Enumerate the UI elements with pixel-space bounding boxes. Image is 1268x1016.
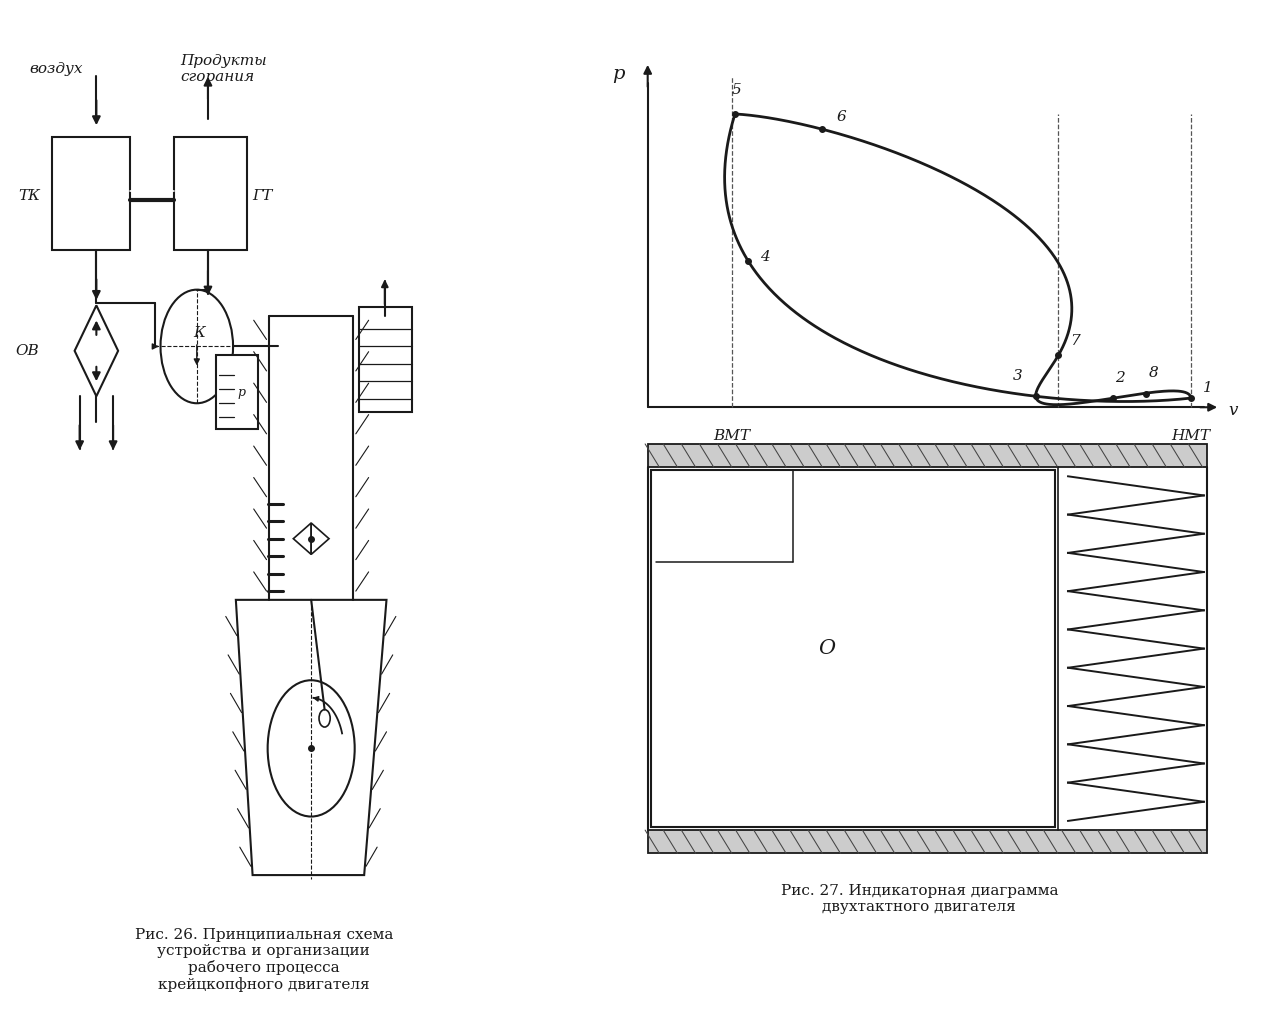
Polygon shape bbox=[293, 523, 311, 555]
Bar bbox=[648, 830, 1207, 853]
Text: 2: 2 bbox=[1115, 371, 1125, 385]
Bar bbox=[217, 356, 259, 430]
Bar bbox=[648, 444, 1207, 467]
Text: воздух: воздух bbox=[29, 62, 82, 76]
Text: ВМТ: ВМТ bbox=[714, 429, 751, 443]
Bar bbox=[359, 307, 412, 412]
Text: 1: 1 bbox=[1202, 381, 1212, 395]
Bar bbox=[650, 470, 1055, 827]
Text: Продукты
сгорания: Продукты сгорания bbox=[180, 54, 266, 84]
Polygon shape bbox=[236, 599, 387, 875]
Text: 3: 3 bbox=[1013, 369, 1023, 383]
Circle shape bbox=[320, 709, 330, 727]
Polygon shape bbox=[75, 306, 118, 396]
Text: 5: 5 bbox=[732, 83, 742, 97]
Text: Рис. 27. Индикаторная диаграмма
двухтактного двигателя: Рис. 27. Индикаторная диаграмма двухтакт… bbox=[781, 884, 1058, 914]
Text: v: v bbox=[1229, 401, 1238, 419]
Text: 6: 6 bbox=[837, 111, 846, 124]
Text: НМТ: НМТ bbox=[1172, 429, 1211, 443]
Bar bbox=[175, 137, 247, 250]
Text: ОВ: ОВ bbox=[15, 343, 39, 358]
Text: ГТ: ГТ bbox=[252, 189, 273, 203]
Text: ТК: ТК bbox=[18, 189, 41, 203]
Text: р: р bbox=[237, 386, 246, 399]
Circle shape bbox=[268, 681, 355, 817]
Text: р: р bbox=[612, 65, 625, 83]
Text: К: К bbox=[194, 326, 205, 340]
Polygon shape bbox=[311, 523, 328, 555]
Text: О: О bbox=[819, 639, 836, 658]
Text: 8: 8 bbox=[1149, 367, 1159, 380]
Text: 7: 7 bbox=[1070, 334, 1080, 348]
Circle shape bbox=[161, 290, 233, 403]
Text: 4: 4 bbox=[760, 250, 770, 264]
Bar bbox=[52, 137, 129, 250]
Text: Рис. 26. Принципиальная схема
устройства и организации
рабочего процесса
крейцко: Рис. 26. Принципиальная схема устройства… bbox=[134, 928, 393, 993]
